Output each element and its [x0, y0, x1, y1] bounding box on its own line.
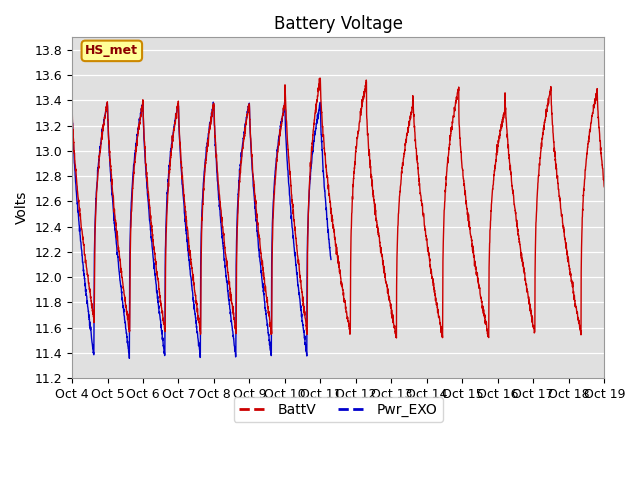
Pwr_EXO [68, 101, 76, 107]
BattV [590, 102, 598, 108]
Line: BattV: BattV [72, 78, 604, 338]
BattV [533, 200, 541, 206]
BattV [272, 167, 280, 172]
BattV [316, 75, 324, 81]
BattV [161, 321, 168, 327]
BattV [68, 97, 76, 103]
BattV [295, 265, 303, 271]
Line: Pwr_EXO: Pwr_EXO [72, 102, 331, 359]
Y-axis label: Volts: Volts [15, 191, 29, 225]
BattV [129, 186, 136, 192]
BattV [600, 184, 608, 190]
Legend: BattV, Pwr_EXO: BattV, Pwr_EXO [234, 397, 443, 422]
Text: HS_met: HS_met [85, 44, 138, 58]
Pwr_EXO [129, 176, 136, 181]
Pwr_EXO [295, 291, 303, 297]
Pwr_EXO [272, 160, 280, 166]
Pwr_EXO [161, 348, 168, 354]
Title: Battery Voltage: Battery Voltage [274, 15, 403, 33]
BattV [392, 335, 400, 341]
